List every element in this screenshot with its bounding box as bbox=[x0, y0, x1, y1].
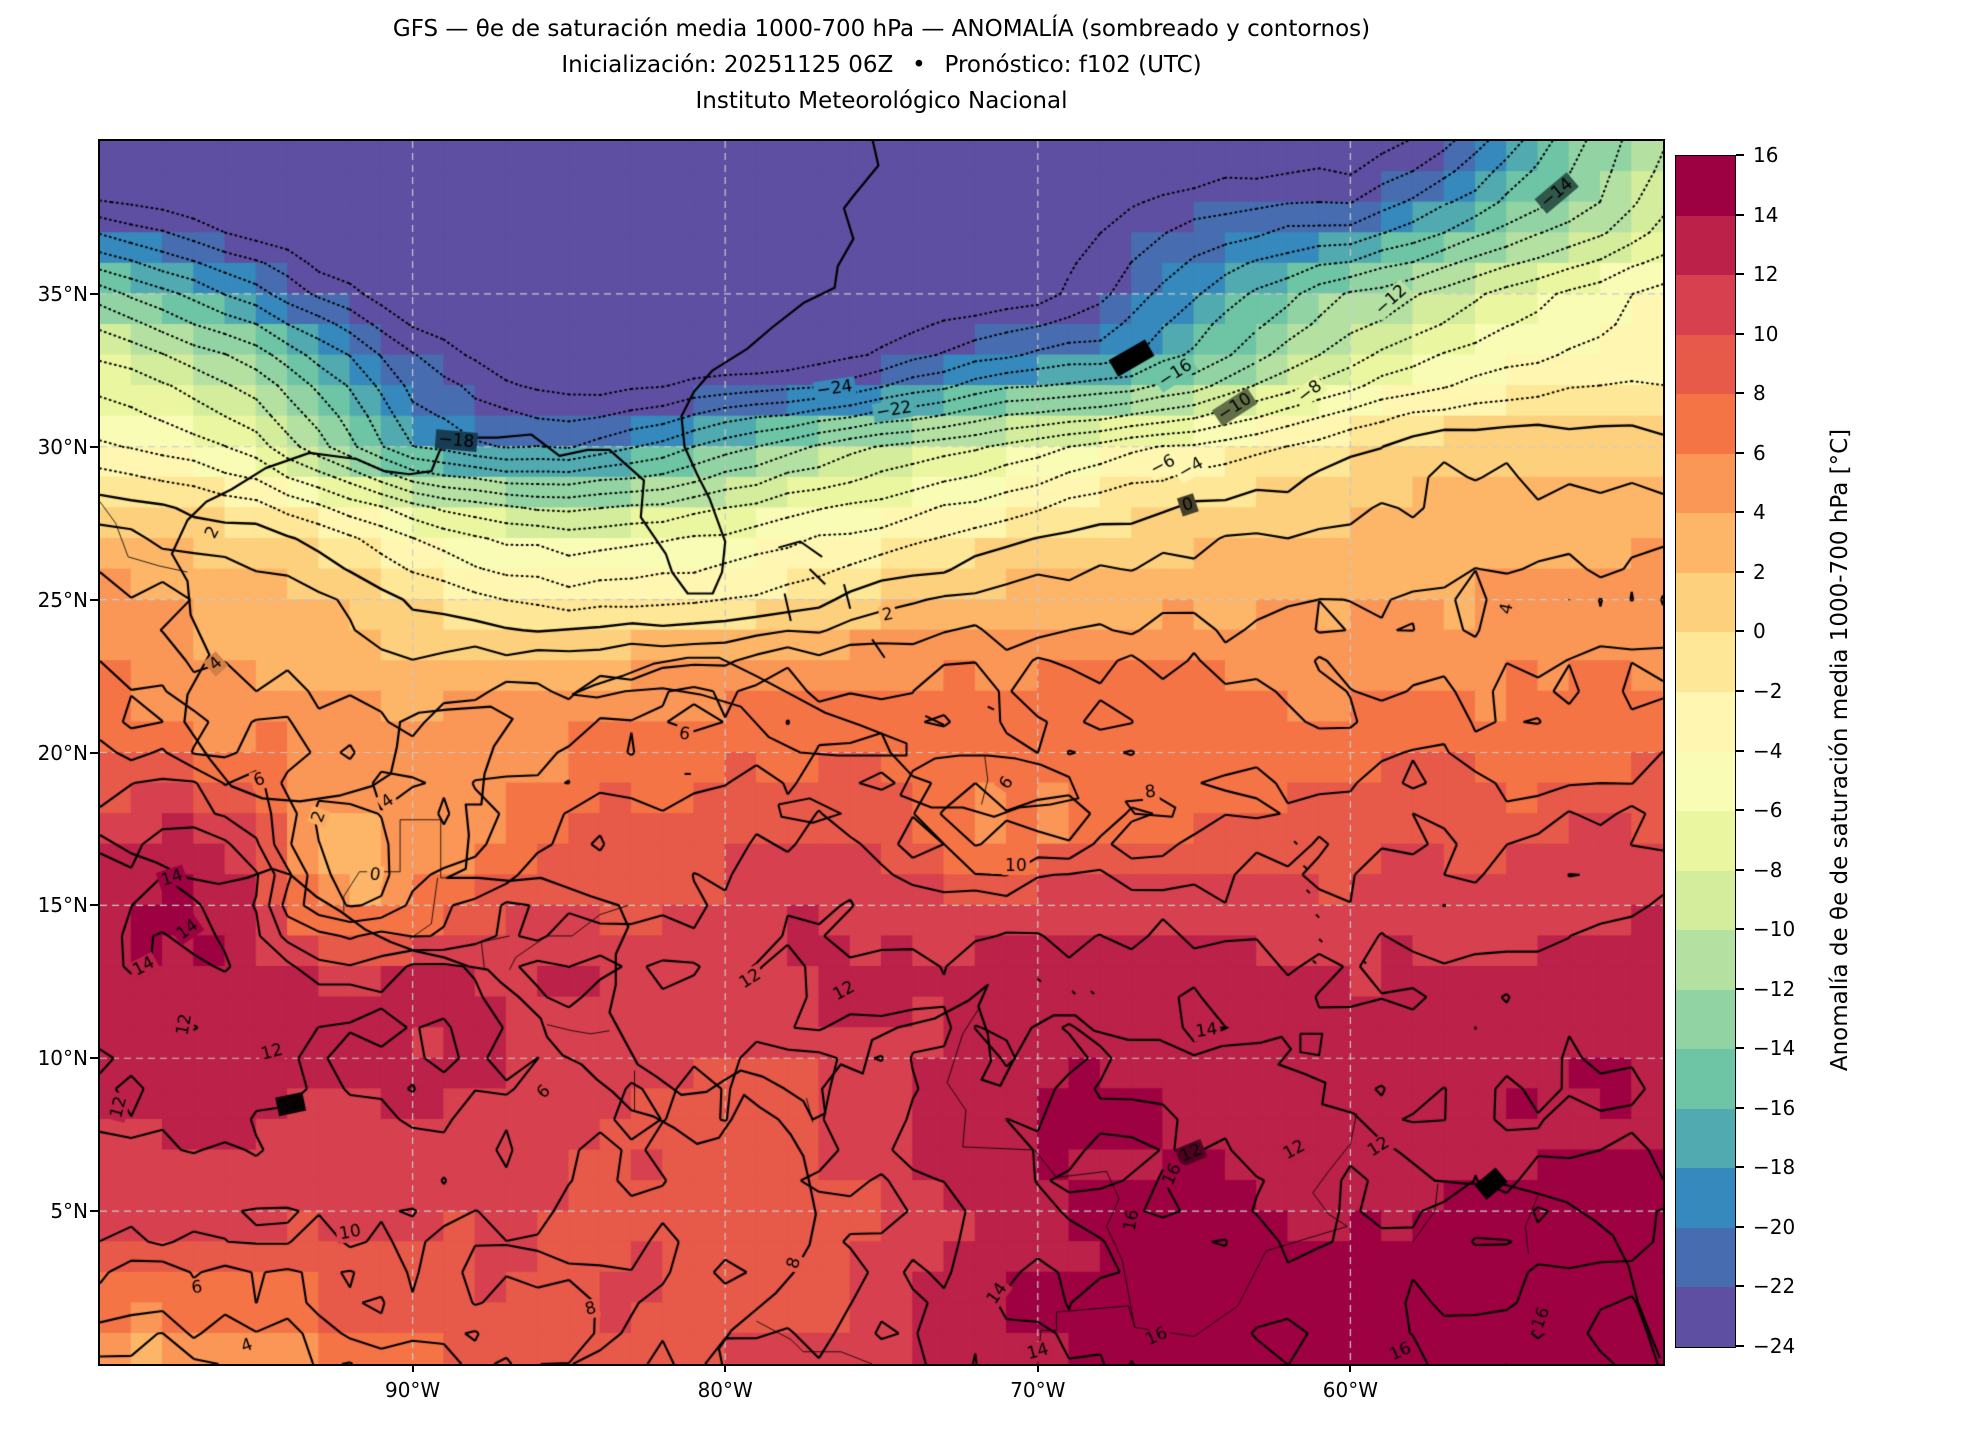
colorbar-tick-label: 16 bbox=[1753, 143, 1779, 167]
colorbar-tickmark bbox=[1736, 809, 1744, 812]
anomaly-map-canvas bbox=[100, 141, 1663, 1364]
colorbar-tick-label: −6 bbox=[1753, 798, 1783, 823]
x-tick-label: 70°W bbox=[1010, 1378, 1066, 1402]
colorbar-tick-label: −2 bbox=[1753, 678, 1783, 703]
colorbar bbox=[1675, 155, 1736, 1348]
x-tick-label: 90°W bbox=[384, 1378, 441, 1402]
y-tick-label: 15°N bbox=[37, 893, 88, 918]
x-tickmark bbox=[411, 1364, 414, 1372]
colorbar-tickmark bbox=[1736, 1047, 1744, 1050]
colorbar-cell bbox=[1676, 334, 1735, 395]
y-tickmark bbox=[90, 904, 98, 907]
colorbar-tickmark bbox=[1736, 987, 1744, 990]
y-tickmark bbox=[90, 1057, 98, 1060]
y-tickmark bbox=[90, 751, 98, 754]
colorbar-tickmark bbox=[1736, 1106, 1744, 1109]
colorbar-tickmark bbox=[1736, 511, 1744, 514]
y-tick-label: 10°N bbox=[37, 1046, 88, 1071]
chart-title: GFS — θe de saturación media 1000-700 hP… bbox=[392, 16, 1371, 42]
colorbar-tick-label: −12 bbox=[1753, 976, 1796, 1001]
colorbar-tick-label: 0 bbox=[1753, 619, 1766, 644]
colorbar-cell bbox=[1676, 930, 1735, 990]
map-plot-area bbox=[98, 139, 1665, 1366]
colorbar-cell bbox=[1676, 156, 1735, 216]
colorbar-tickmark bbox=[1736, 928, 1744, 931]
colorbar-tick-label: 10 bbox=[1753, 321, 1779, 346]
colorbar-tick-label: −16 bbox=[1753, 1095, 1796, 1120]
colorbar-tick-label: 2 bbox=[1753, 559, 1766, 584]
colorbar-cell bbox=[1676, 572, 1735, 633]
colorbar-cell bbox=[1676, 1108, 1735, 1169]
colorbar-label: Anomalía de θe de saturación media 1000-… bbox=[1827, 428, 1853, 1072]
colorbar-tickmark bbox=[1736, 1166, 1744, 1169]
y-tickmark bbox=[90, 445, 98, 448]
colorbar-tick-label: 14 bbox=[1753, 202, 1779, 227]
colorbar-tickmark bbox=[1736, 273, 1744, 276]
colorbar-cell bbox=[1676, 1168, 1735, 1228]
colorbar-cell bbox=[1676, 215, 1735, 276]
colorbar-cell bbox=[1676, 394, 1735, 454]
colorbar-tickmark bbox=[1736, 630, 1744, 633]
colorbar-tickmark bbox=[1736, 689, 1744, 692]
colorbar-tickmark bbox=[1736, 1345, 1744, 1347]
colorbar-cell bbox=[1676, 989, 1735, 1050]
y-tick-label: 25°N bbox=[37, 587, 88, 612]
colorbar-cell bbox=[1676, 1287, 1735, 1347]
y-tick-label: 20°N bbox=[37, 740, 88, 765]
colorbar-tick-label: −4 bbox=[1753, 738, 1783, 763]
colorbar-tick-label: 8 bbox=[1753, 381, 1766, 406]
colorbar-cell bbox=[1676, 632, 1735, 692]
colorbar-tick-label: −20 bbox=[1753, 1214, 1796, 1239]
colorbar-tick-label: −8 bbox=[1753, 857, 1783, 882]
y-tick-label: 35°N bbox=[37, 281, 88, 306]
colorbar-cell bbox=[1676, 513, 1735, 573]
x-tickmark bbox=[724, 1364, 727, 1372]
colorbar-cell bbox=[1676, 1049, 1735, 1109]
colorbar-cell bbox=[1676, 453, 1735, 514]
colorbar-tickmark bbox=[1736, 868, 1744, 871]
colorbar-cell bbox=[1676, 751, 1735, 812]
colorbar-tickmark bbox=[1736, 1225, 1744, 1228]
colorbar-tickmark bbox=[1736, 1285, 1744, 1288]
colorbar-cell bbox=[1676, 870, 1735, 931]
colorbar-cell bbox=[1676, 691, 1735, 752]
y-tick-label: 30°N bbox=[37, 434, 88, 459]
x-tickmark bbox=[1036, 1364, 1039, 1372]
x-tick-label: 60°W bbox=[1322, 1378, 1378, 1402]
colorbar-tickmark bbox=[1736, 154, 1744, 156]
colorbar-tickmark bbox=[1736, 451, 1744, 454]
colorbar-tick-label: 6 bbox=[1753, 440, 1766, 465]
colorbar-cell bbox=[1676, 811, 1735, 871]
colorbar-cell bbox=[1676, 275, 1735, 335]
x-tickmark bbox=[1349, 1364, 1352, 1372]
colorbar-tick-label: −22 bbox=[1753, 1274, 1796, 1299]
colorbar-tickmark bbox=[1736, 570, 1744, 573]
chart-subtitle-init-forecast: Inicialización: 20251125 06Z • Pronóstic… bbox=[561, 52, 1202, 78]
colorbar-tickmark bbox=[1736, 213, 1744, 216]
colorbar-tick-label: −18 bbox=[1753, 1155, 1796, 1180]
y-tickmark bbox=[90, 1210, 98, 1213]
colorbar-tick-label: 4 bbox=[1753, 500, 1766, 525]
x-tick-label: 80°W bbox=[697, 1378, 753, 1402]
y-tickmark bbox=[90, 292, 98, 295]
y-tickmark bbox=[90, 598, 98, 601]
colorbar-tick-label: 12 bbox=[1753, 262, 1779, 287]
colorbar-tickmark bbox=[1736, 332, 1744, 335]
colorbar-tick-label: −14 bbox=[1753, 1036, 1796, 1061]
colorbar-tickmark bbox=[1736, 749, 1744, 752]
colorbar-tick-label: −24 bbox=[1753, 1334, 1796, 1358]
colorbar-cell bbox=[1676, 1227, 1735, 1288]
y-tick-label: 5°N bbox=[50, 1199, 88, 1224]
colorbar-tick-label: −10 bbox=[1753, 917, 1796, 942]
chart-subtitle-institution: Instituto Meteorológico Nacional bbox=[695, 88, 1068, 114]
colorbar-tickmark bbox=[1736, 392, 1744, 395]
